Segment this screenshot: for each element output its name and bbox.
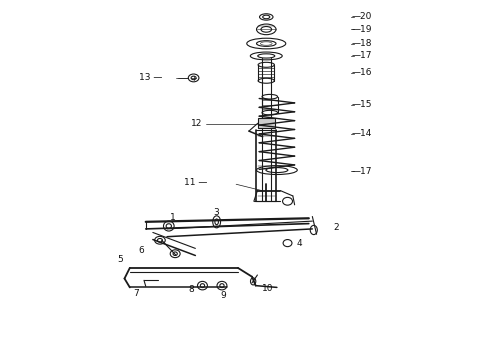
Text: 4: 4	[296, 239, 302, 248]
Text: 2: 2	[333, 223, 339, 232]
Text: —19: —19	[351, 25, 372, 34]
Text: 8: 8	[188, 285, 194, 294]
Text: 9: 9	[220, 291, 226, 300]
Text: 5: 5	[117, 255, 122, 264]
Text: —20: —20	[351, 13, 372, 22]
Text: 12: 12	[191, 120, 202, 129]
Text: 1: 1	[170, 213, 175, 222]
FancyBboxPatch shape	[258, 118, 275, 128]
Text: 3: 3	[214, 208, 220, 217]
Text: —17: —17	[351, 51, 372, 60]
Text: 6: 6	[138, 246, 144, 255]
Text: 13 —: 13 —	[139, 73, 162, 82]
Text: —17: —17	[351, 167, 372, 176]
Text: 11 —: 11 —	[184, 178, 208, 187]
Text: —14: —14	[351, 130, 372, 139]
Text: —15: —15	[351, 100, 372, 109]
Text: 10: 10	[262, 284, 273, 293]
Text: —18: —18	[351, 39, 372, 48]
Text: 7: 7	[133, 289, 139, 298]
Text: —16: —16	[351, 68, 372, 77]
